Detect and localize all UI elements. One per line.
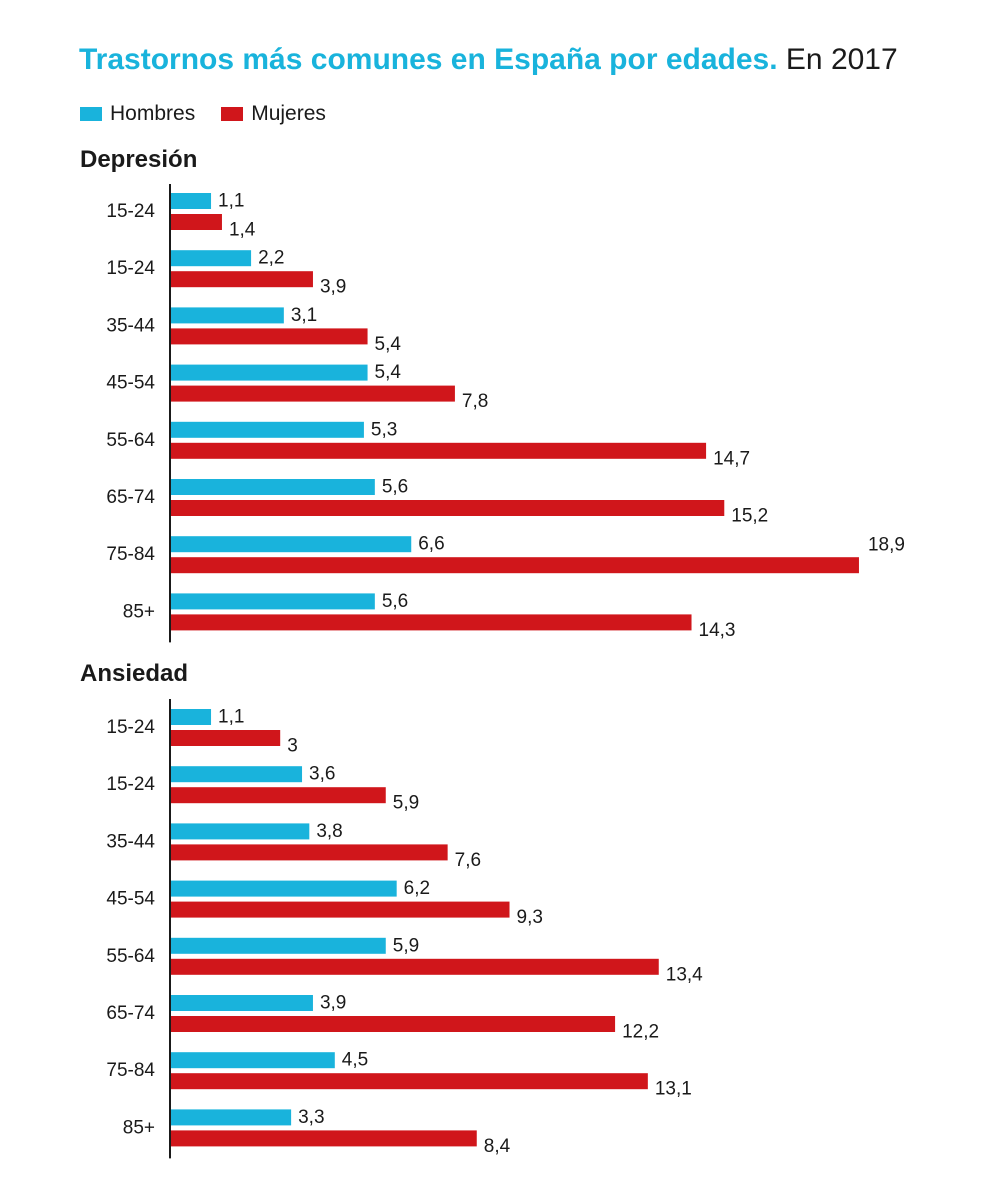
bar-ansiedad-mujeres-4 [171,958,659,975]
legend: Hombres Mujeres [80,102,352,126]
category-label-ansiedad-6: 75-84 [106,1060,155,1081]
bar-depresion-mujeres-1 [171,271,313,288]
bar-ansiedad-mujeres-0 [171,730,281,746]
legend-item-hombres: Hombres [80,102,195,126]
value-label-depresion-hombres-0: 1,1 [218,191,244,212]
bar-depresion-mujeres-5 [171,500,725,516]
value-label-depresion-hombres-6: 6,6 [418,534,444,555]
value-label-ansiedad-hombres-7: 3,3 [298,1107,324,1128]
value-label-depresion-mujeres-4: 14,7 [713,448,750,469]
bar-ansiedad-hombres-0 [171,709,212,725]
bar-ansiedad-mujeres-3 [171,901,510,918]
value-label-depresion-mujeres-1: 3,9 [320,277,346,298]
category-label-ansiedad-5: 65-74 [106,1003,155,1024]
value-label-depresion-mujeres-0: 1,4 [229,220,256,241]
bar-depresion-mujeres-7 [171,614,692,631]
value-label-ansiedad-mujeres-5: 12,2 [622,1022,659,1043]
panel-title-ansiedad: Ansiedad [80,660,189,687]
value-label-ansiedad-hombres-0: 1,1 [218,707,244,728]
bar-ansiedad-hombres-2 [171,823,310,840]
bar-ansiedad-mujeres-1 [171,787,386,804]
value-label-depresion-hombres-4: 5,3 [371,419,397,440]
category-label-ansiedad-0: 15-24 [106,717,155,738]
legend-swatch-hombres [80,107,102,121]
category-label-depresion-2: 35-44 [106,315,155,336]
bar-ansiedad-mujeres-5 [171,1016,616,1032]
category-label-ansiedad-7: 85+ [123,1117,155,1138]
category-label-ansiedad-1: 15-24 [106,774,155,795]
bar-ansiedad-mujeres-7 [171,1130,477,1147]
value-label-ansiedad-mujeres-7: 8,4 [484,1136,511,1157]
bar-ansiedad-hombres-1 [171,766,303,783]
bar-depresion-hombres-2 [171,307,284,324]
value-label-ansiedad-hombres-3: 6,2 [404,878,430,899]
category-label-depresion-0: 15-24 [106,201,155,222]
value-label-ansiedad-hombres-5: 3,9 [320,993,346,1014]
category-label-depresion-3: 45-54 [106,373,155,394]
bar-depresion-hombres-1 [171,250,252,267]
value-label-depresion-mujeres-5: 15,2 [731,506,768,527]
bar-depresion-hombres-5 [171,479,375,495]
bar-depresion-hombres-0 [171,193,212,209]
value-label-ansiedad-hombres-6: 4,5 [342,1050,368,1071]
bar-depresion-mujeres-2 [171,328,368,345]
panel-title-depresion: Depresión [80,146,198,173]
legend-label-hombres: Hombres [110,102,196,125]
value-label-ansiedad-mujeres-0: 3 [287,736,298,757]
value-label-ansiedad-hombres-2: 3,8 [316,821,342,842]
legend-swatch-mujeres [221,107,244,121]
value-label-ansiedad-mujeres-3: 9,3 [517,907,543,928]
value-label-depresion-hombres-3: 5,4 [375,362,402,383]
bar-depresion-mujeres-3 [171,385,455,402]
bar-ansiedad-hombres-5 [171,995,313,1011]
bar-ansiedad-mujeres-6 [171,1073,648,1090]
bar-depresion-hombres-3 [171,364,368,381]
category-label-ansiedad-4: 55-64 [106,946,155,967]
bar-depresion-hombres-7 [171,593,375,610]
value-label-ansiedad-hombres-4: 5,9 [393,935,419,956]
value-label-depresion-mujeres-7: 14,3 [699,620,736,641]
value-label-depresion-hombres-7: 5,6 [382,591,408,612]
category-label-depresion-5: 65-74 [106,487,155,508]
value-label-ansiedad-hombres-1: 3,6 [309,764,335,785]
bar-depresion-hombres-6 [171,536,412,553]
value-label-ansiedad-mujeres-1: 5,9 [393,793,419,814]
legend-item-mujeres: Mujeres [221,102,326,126]
chart-title: Trastornos más comunes en España por eda… [79,40,898,80]
category-label-depresion-7: 85+ [123,601,155,622]
value-label-depresion-mujeres-3: 7,8 [462,391,488,412]
value-label-ansiedad-mujeres-4: 13,4 [666,964,703,985]
bar-ansiedad-hombres-7 [171,1109,292,1126]
value-label-depresion-hombres-1: 2,2 [258,248,284,269]
value-label-depresion-hombres-2: 3,1 [291,305,317,326]
category-label-depresion-1: 15-24 [106,258,155,279]
category-label-ansiedad-3: 45-54 [106,889,155,910]
bar-ansiedad-mujeres-2 [171,844,448,861]
bar-ansiedad-hombres-3 [171,880,397,897]
bar-depresion-mujeres-4 [171,442,707,459]
value-label-ansiedad-mujeres-6: 13,1 [655,1079,692,1100]
category-label-depresion-4: 55-64 [106,430,155,451]
category-label-ansiedad-2: 35-44 [106,831,155,852]
bar-depresion-mujeres-0 [171,214,222,230]
bar-depresion-hombres-4 [171,421,364,438]
chart-title-main: Trastornos más comunes en España por eda… [79,43,778,76]
bar-depresion-mujeres-6 [171,557,859,574]
value-label-depresion-hombres-5: 5,6 [382,477,408,498]
legend-label-mujeres: Mujeres [251,102,326,125]
category-label-depresion-6: 75-84 [106,544,155,565]
chart-title-year: En 2017 [777,43,898,76]
bar-ansiedad-hombres-4 [171,937,386,954]
value-label-depresion-mujeres-6: 18,9 [868,535,905,556]
bar-ansiedad-hombres-6 [171,1052,335,1069]
value-label-ansiedad-mujeres-2: 7,6 [455,850,481,871]
value-label-depresion-mujeres-2: 5,4 [375,334,402,355]
